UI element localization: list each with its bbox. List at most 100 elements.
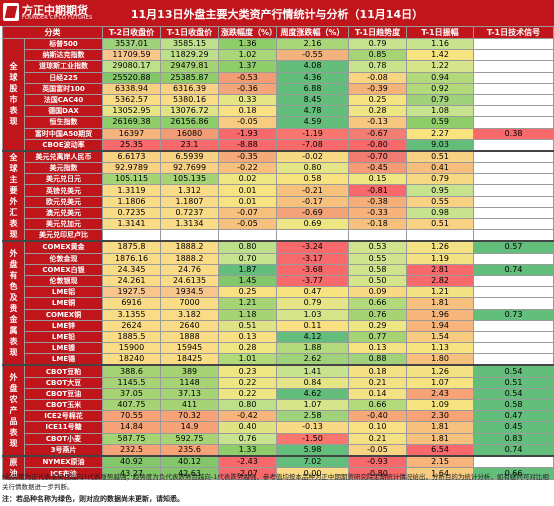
cell-amplitude: 0.79 xyxy=(406,173,474,186)
cell-signal xyxy=(473,71,554,84)
cell-signal: 0.74 xyxy=(473,443,554,457)
cell-signal: 0.58 xyxy=(473,398,554,412)
table-row: CBOT大豆 1145.5 1148 0.22 0.84 0.21 1.07 0.51 xyxy=(3,376,554,389)
cell-change: -0.05 xyxy=(218,217,277,231)
cell-signal: 0.57 xyxy=(473,240,554,254)
cell-amplitude: 2.15 xyxy=(406,454,474,469)
cell-change: 0.22 xyxy=(218,376,277,389)
col-header-trend: T-1日趋势度 xyxy=(348,26,407,39)
cell-amplitude: 2.43 xyxy=(406,387,474,401)
cell-trend: 0.66 xyxy=(348,398,407,412)
asset-name: 纳斯达克指数 xyxy=(24,49,103,62)
cell-signal: 0.38 xyxy=(473,127,554,140)
cell-change: 0.40 xyxy=(218,421,277,434)
col-header-t2-close: T-2日收盘价 xyxy=(102,26,161,39)
cell-signal xyxy=(473,82,554,95)
cell-trend: 0.09 xyxy=(348,286,407,299)
cell-amplitude: 0.98 xyxy=(406,206,474,220)
cell-change: -0.42 xyxy=(218,410,277,423)
table-row: ICE11号糖 14.84 14.9 0.40 -0.13 0.10 1.81 0.45 xyxy=(3,421,554,434)
cell-signal xyxy=(473,37,554,51)
asset-name: 澳元兑美元 xyxy=(24,206,103,220)
cell-trend: -0.67 xyxy=(348,127,407,140)
cell-t2-close: 587.75 xyxy=(102,432,161,445)
table-row: 道琼斯工业指数 29080.17 29479.81 1.37 4.08 0.78 1.22 xyxy=(3,60,554,73)
asset-name: CBOE波动率 xyxy=(24,138,103,152)
col-header-signal: T-1日技术信号 xyxy=(473,26,554,39)
cell-t2-close: 13052.95 xyxy=(102,105,161,118)
cell-t1-close: 1934.5 xyxy=(160,286,219,299)
cell-amplitude xyxy=(406,229,474,242)
cell-amplitude: 2.82 xyxy=(406,274,474,288)
cell-signal xyxy=(473,184,554,197)
cell-change: -2.43 xyxy=(218,454,277,469)
cell-t2-close: 1885.5 xyxy=(102,330,161,344)
cell-amplitude: 2.81 xyxy=(406,263,474,276)
cell-weekly-change: 0.69 xyxy=(276,217,349,231)
cell-change: -0.36 xyxy=(218,82,277,95)
cell-signal xyxy=(473,319,554,332)
cell-t2-close: 232.5 xyxy=(102,443,161,457)
table-row: 外盘农产品表现 CBOT豆粕 388.6 389 0.23 1.41 0.18 1.26 0.5… xyxy=(2,364,554,457)
cell-amplitude: 1.13 xyxy=(406,342,474,355)
cell-weekly-change: -0.69 xyxy=(276,206,349,220)
cell-t1-close: 235.6 xyxy=(160,443,219,457)
cell-amplitude: 1.81 xyxy=(406,432,474,445)
cell-trend: 0.10 xyxy=(348,421,407,434)
cell-t2-close: 18240 xyxy=(102,353,161,366)
cell-weekly-change: -0.13 xyxy=(276,421,349,434)
group-label: 全球股市表现 xyxy=(2,37,25,152)
cell-t1-close: 1.312 xyxy=(160,184,219,197)
cell-trend: 0.18 xyxy=(348,364,407,378)
cell-t1-close: 7000 xyxy=(160,297,219,310)
cell-signal xyxy=(473,60,554,73)
cell-t1-close: 13076.72 xyxy=(160,105,219,118)
cell-weekly-change: 2.58 xyxy=(276,410,349,423)
cell-change: 1.87 xyxy=(218,263,277,276)
cell-change: 1.02 xyxy=(218,49,277,62)
cell-t2-close: 25.35 xyxy=(102,138,161,152)
cell-t2-close: 0.7235 xyxy=(102,206,161,220)
table-row: 美元兑日元 105.115 105.135 0.02 0.58 0.15 0.79 xyxy=(3,173,554,186)
cell-signal xyxy=(473,116,554,129)
cell-weekly-change: -1.50 xyxy=(276,432,349,445)
cell-t1-close: 1888.2 xyxy=(160,252,219,265)
cell-trend: 0.15 xyxy=(348,173,407,186)
cell-signal xyxy=(473,173,554,186)
cell-change: 0.25 xyxy=(218,286,277,299)
cell-signal: 0.73 xyxy=(473,308,554,321)
cell-t1-close: 70.32 xyxy=(160,410,219,423)
cell-t1-close: 42.63 xyxy=(160,467,219,480)
cell-amplitude: 1.54 xyxy=(406,330,474,344)
cell-weekly-change: 5.98 xyxy=(276,443,349,457)
cell-weekly-change: 2.16 xyxy=(276,37,349,51)
table-row: 欧元兑美元 1.1806 1.1807 0.01 -0.17 -0.38 0.55 xyxy=(3,195,554,208)
cell-weekly-change: -0.21 xyxy=(276,184,349,197)
cell-t1-close: 1888 xyxy=(160,330,219,344)
cell-trend: 0.66 xyxy=(348,297,407,310)
logo-subtext: FOUNDER CIFCO FUTURES xyxy=(22,15,93,21)
company-logo: 方正中期期货 FOUNDER CIFCO FUTURES xyxy=(3,2,99,24)
cell-change: 0.23 xyxy=(218,364,277,378)
asset-name: ICE2号棉花 xyxy=(24,410,103,423)
cell-weekly-change: 2.62 xyxy=(276,353,349,366)
cell-trend: -0.40 xyxy=(348,410,407,423)
cell-t2-close: 1145.5 xyxy=(102,376,161,389)
cell-signal: 0.51 xyxy=(473,376,554,389)
cell-weekly-change: 7.02 xyxy=(276,454,349,469)
table-row: LME铅 1885.5 1888 0.13 4.12 0.77 1.54 xyxy=(3,330,554,344)
cell-t1-close: 389 xyxy=(160,364,219,378)
cell-signal xyxy=(473,252,554,265)
cell-t1-close: 6316.39 xyxy=(160,82,219,95)
cell-signal xyxy=(473,297,554,310)
market-table: 分类 T-2日收盘价 T-1日收盘价 涨跌幅度（%） 周度涨跌幅（%） T-1日… xyxy=(2,26,554,480)
table-row: 澳元兑美元 0.7235 0.7237 -0.07 -0.69 -0.33 0.98 xyxy=(3,206,554,220)
cell-amplitude: 0.41 xyxy=(406,162,474,175)
cell-weekly-change: 4.08 xyxy=(276,60,349,73)
cell-t2-close: 1875.8 xyxy=(102,240,161,254)
cell-signal xyxy=(473,342,554,355)
cell-amplitude: 1.80 xyxy=(406,353,474,366)
cell-change: -8.88 xyxy=(218,138,277,152)
table-row: 伦敦银现 24.261 24.6135 1.45 -3.77 0.50 2.82 xyxy=(3,274,554,288)
cell-weekly-change: 4.59 xyxy=(276,116,349,129)
